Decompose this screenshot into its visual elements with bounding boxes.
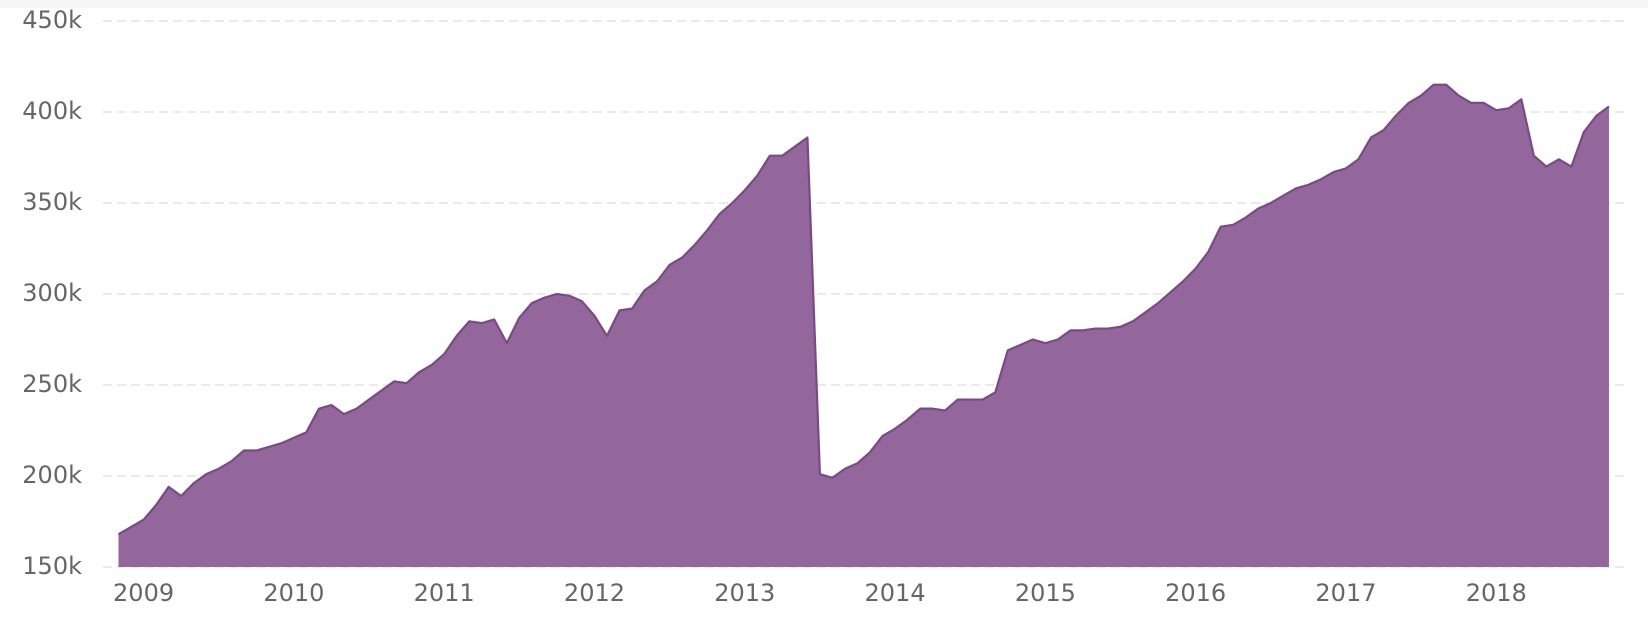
y-tick-label: 300k bbox=[22, 279, 82, 307]
y-tick-label: 150k bbox=[22, 552, 82, 580]
y-tick-label: 400k bbox=[22, 97, 82, 125]
line bbox=[117, 83, 1610, 536]
x-tick-label: 2016 bbox=[1165, 579, 1226, 607]
x-tick-label: 2013 bbox=[714, 579, 775, 607]
y-tick-label: 250k bbox=[22, 370, 82, 398]
x-tick-label: 2009 bbox=[113, 579, 174, 607]
area bbox=[118, 84, 1609, 567]
y-tick-label: 200k bbox=[22, 461, 82, 489]
x-tick-label: 2011 bbox=[414, 579, 475, 607]
x-tick-label: 2015 bbox=[1015, 579, 1076, 607]
x-tick-label: 2010 bbox=[263, 579, 324, 607]
x-tick-label: 2012 bbox=[564, 579, 625, 607]
x-tick-label: 2014 bbox=[865, 579, 926, 607]
x-tick-label: 2018 bbox=[1466, 579, 1527, 607]
y-tick-label: 450k bbox=[22, 6, 82, 34]
x-tick-label: 2017 bbox=[1315, 579, 1376, 607]
y-tick-label: 350k bbox=[22, 188, 82, 216]
top-strip bbox=[0, 0, 1648, 8]
